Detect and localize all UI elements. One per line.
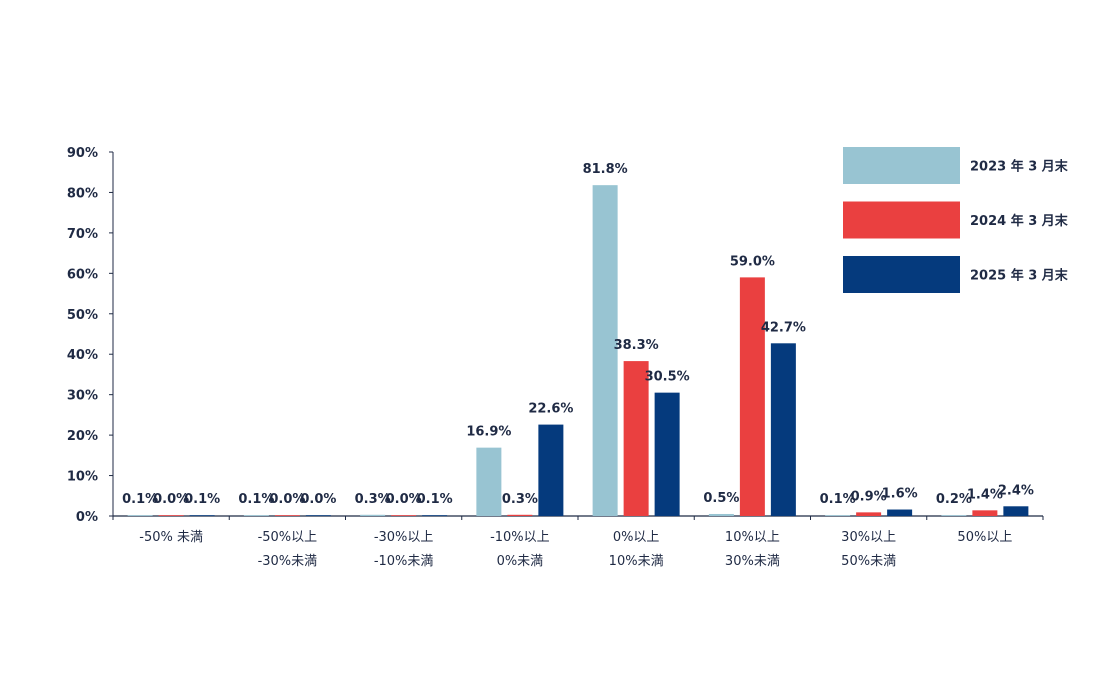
bar: [654, 392, 680, 516]
bar: [127, 515, 153, 516]
legend-swatch: [843, 147, 960, 184]
bar: [243, 515, 269, 516]
data-label: 0.5%: [703, 491, 739, 506]
data-label: 0.1%: [122, 492, 158, 507]
data-label: 1.6%: [882, 487, 918, 502]
bar: [422, 515, 448, 516]
data-label: 30.5%: [645, 370, 690, 385]
bar: [507, 514, 533, 516]
bar: [305, 515, 331, 516]
data-label: 0.0%: [300, 492, 336, 507]
y-tick-label: 80%: [67, 186, 98, 201]
bar: [623, 361, 649, 516]
bar: [770, 343, 796, 516]
data-label: 0.1%: [184, 492, 220, 507]
y-tick-label: 90%: [67, 146, 98, 161]
y-axis: 0% 10% 20% 30% 40% 50% 60% 70% 80% 90%: [67, 146, 114, 525]
legend-label: 2024 年 3 月末: [970, 213, 1069, 229]
data-label: 0.1%: [417, 492, 453, 507]
data-label: 42.7%: [761, 320, 806, 335]
y-tick-label: 30%: [67, 389, 98, 404]
data-label: 0.0%: [153, 492, 189, 507]
x-category-label: -10%以上: [490, 530, 550, 545]
bar: [708, 513, 734, 516]
y-tick-label: 70%: [67, 227, 98, 242]
bar: [158, 515, 184, 516]
data-label: 22.6%: [528, 402, 573, 417]
data-labels: 0.1%0.0%0.1% 0.1%0.0%0.0% 0.3%0.0%0.1%16.9…: [122, 162, 1034, 507]
data-label: 0.0%: [269, 492, 305, 507]
bar: [941, 515, 967, 516]
legend-swatch: [843, 201, 960, 239]
bar: [274, 515, 300, 516]
bar: [391, 515, 417, 516]
data-label: 0.1%: [238, 492, 274, 507]
y-tick-label: 10%: [67, 470, 98, 485]
x-category-label: -50%以上: [258, 530, 318, 545]
bar: [739, 277, 765, 516]
bar: [360, 514, 386, 516]
bar: [972, 510, 998, 516]
data-label: 16.9%: [466, 425, 511, 440]
data-label: 1.4%: [967, 487, 1003, 502]
data-label: 81.8%: [583, 162, 628, 177]
legend-label: 2023 年 3 月末: [970, 159, 1069, 175]
legend-swatch: [843, 256, 960, 293]
x-category-label: 0%以上: [613, 530, 660, 545]
legend: 2023 年 3 月末 2024 年 3 月末 2025 年 3 月末: [843, 147, 1069, 293]
x-category-label: 0%未満: [497, 554, 544, 569]
bar: [825, 515, 851, 516]
x-category-label: -30%未満: [258, 554, 318, 569]
x-category-label: -30%以上: [374, 530, 434, 545]
data-label: 0.9%: [851, 489, 887, 504]
data-label: 38.3%: [614, 338, 659, 353]
bar: [592, 185, 618, 517]
x-category-label: 30%以上: [841, 530, 896, 545]
data-label: 0.3%: [502, 492, 538, 507]
bar: [189, 515, 215, 516]
data-label: 0.3%: [355, 492, 391, 507]
data-label: 0.1%: [820, 492, 856, 507]
x-category-label: -10%未満: [374, 554, 434, 569]
y-tick-label: 60%: [67, 267, 98, 282]
data-label: 0.0%: [386, 492, 422, 507]
x-category-label: 50%未満: [841, 554, 896, 569]
y-tick-label: 0%: [76, 510, 98, 525]
y-tick-label: 40%: [67, 348, 98, 363]
x-category-label: 30%未満: [725, 554, 780, 569]
bar: [538, 424, 564, 516]
x-category-label: 10%以上: [725, 530, 780, 545]
data-label: 2.4%: [998, 483, 1034, 498]
bar: [887, 509, 913, 516]
x-category-label: 10%未満: [609, 554, 664, 569]
y-tick-label: 50%: [67, 308, 98, 323]
bar: [1003, 506, 1029, 516]
data-label: 0.2%: [936, 492, 972, 507]
x-category-label: 50%以上: [957, 530, 1012, 545]
legend-label: 2025 年 3 月末: [970, 268, 1069, 284]
data-label: 59.0%: [730, 254, 775, 269]
bar: [476, 447, 502, 516]
y-tick-label: 20%: [67, 429, 98, 444]
bar: [856, 512, 882, 516]
x-axis: -50% 未満 -50%以上 -30%未満 -30%以上 -10%未満 -10%以上 0%未…: [112, 515, 1044, 569]
bars: [127, 185, 1029, 517]
x-category-label: -50% 未満: [139, 530, 203, 545]
